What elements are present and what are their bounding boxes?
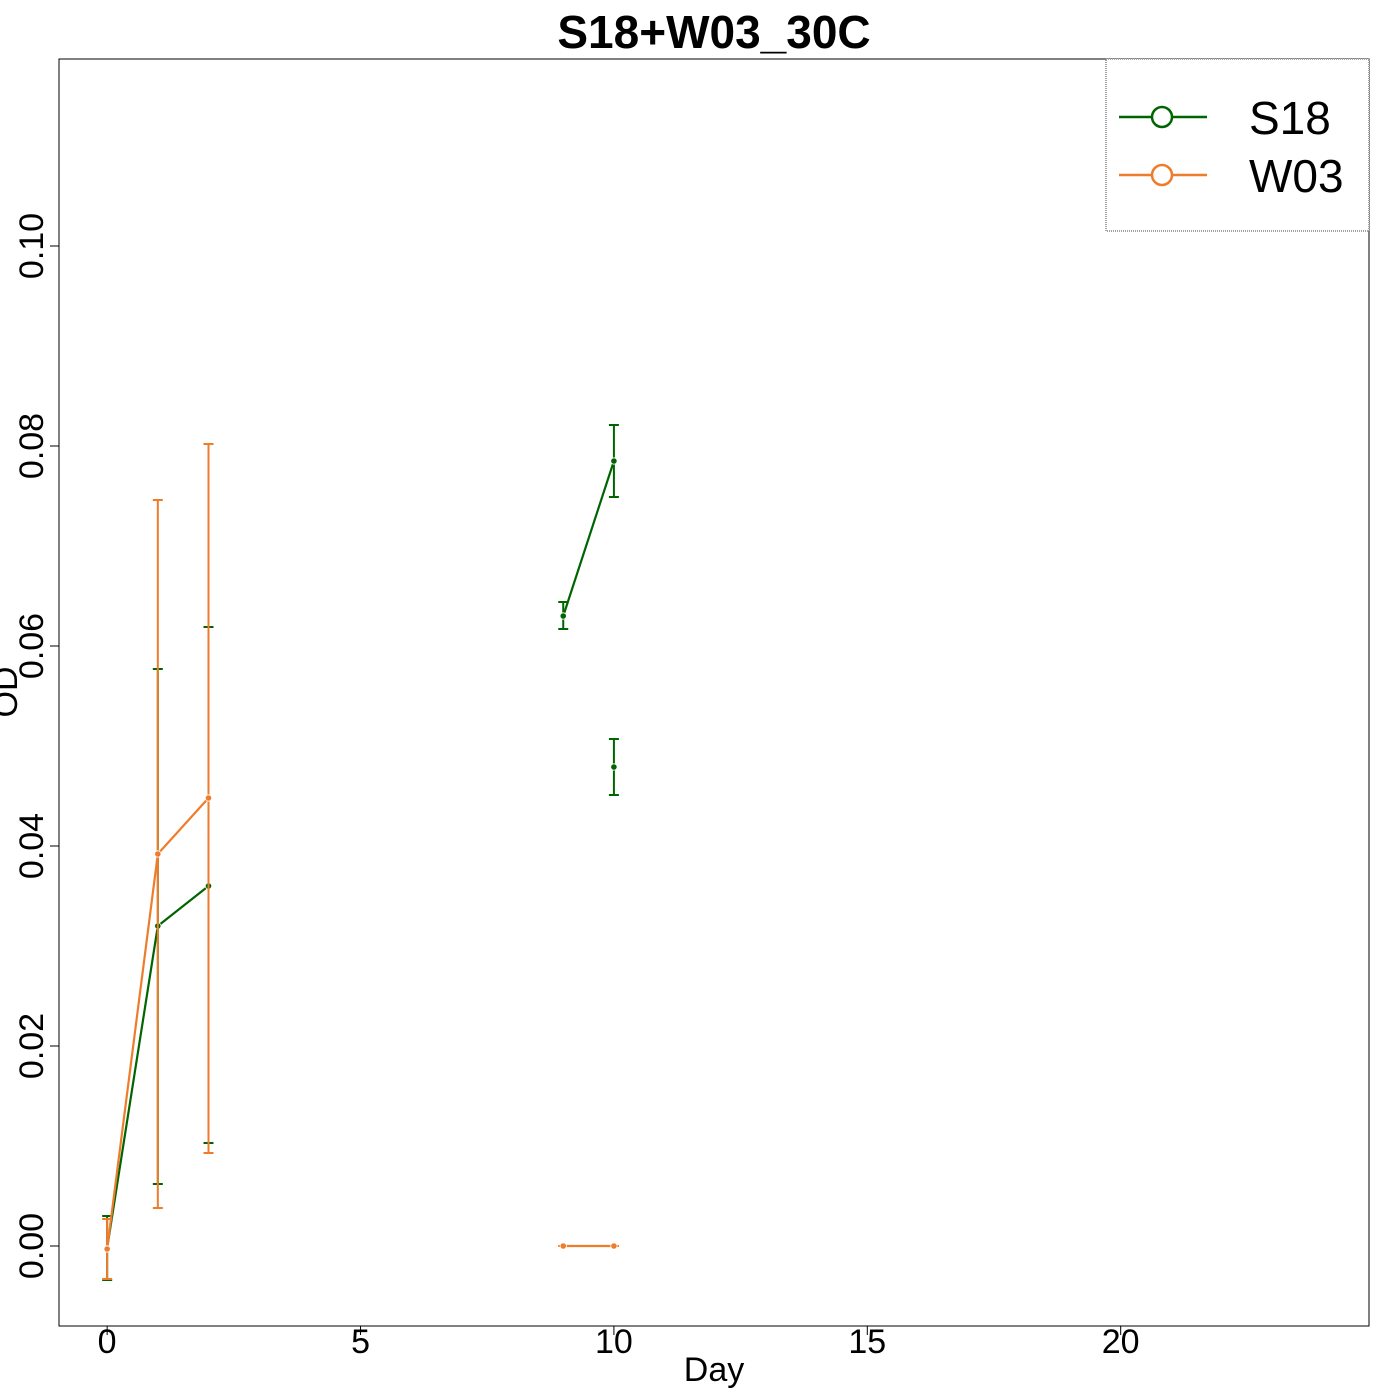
series-line-s18-1 — [562, 460, 615, 617]
y-tick-label-0.02: 0.02 — [13, 1013, 51, 1079]
x-tick-label-5: 5 — [351, 1323, 370, 1361]
y-tick-label-0.10: 0.10 — [13, 213, 51, 279]
plot-area-frame — [58, 58, 1370, 1327]
x-axis: 0 5 10 15 20 — [98, 1323, 1140, 1361]
data-point-s18-1-0 — [559, 612, 567, 620]
data-point-w03-0-0 — [103, 1245, 111, 1253]
data-point-s18-2-0 — [610, 763, 618, 771]
chart-title: S18+W03_30C — [557, 6, 870, 58]
y-tick-label-0.06: 0.06 — [13, 613, 51, 679]
series-s18 — [102, 424, 619, 1281]
y-tick-label-0.08: 0.08 — [13, 413, 51, 479]
series-w03 — [102, 443, 619, 1280]
legend-label-w03: W03 — [1249, 150, 1344, 202]
y-axis: 0.00 0.02 0.04 0.06 0.08 0.10 — [13, 213, 59, 1279]
x-tick-label-20: 20 — [1102, 1323, 1140, 1361]
y-axis-label: OD — [0, 667, 25, 718]
legend-box — [1105, 58, 1370, 232]
legend-label-s18: S18 — [1249, 92, 1331, 144]
data-point-w03-1-1 — [610, 1242, 618, 1250]
x-tick-label-10: 10 — [595, 1323, 633, 1361]
data-point-s18-1-1 — [610, 457, 618, 465]
data-point-w03-0-1 — [154, 850, 162, 858]
legend-marker-w03 — [1150, 163, 1174, 187]
data-point-w03-1-0 — [559, 1242, 567, 1250]
x-tick-label-15: 15 — [848, 1323, 886, 1361]
legend: S18 W03 — [1105, 58, 1370, 232]
data-point-w03-0-2 — [204, 794, 213, 802]
x-axis-label: Day — [684, 1351, 744, 1389]
x-tick-label-0: 0 — [98, 1323, 117, 1361]
y-tick-label-0.00: 0.00 — [13, 1213, 51, 1279]
legend-marker-s18 — [1150, 105, 1174, 129]
y-tick-label-0.04: 0.04 — [13, 813, 51, 879]
series-layer — [102, 424, 619, 1281]
